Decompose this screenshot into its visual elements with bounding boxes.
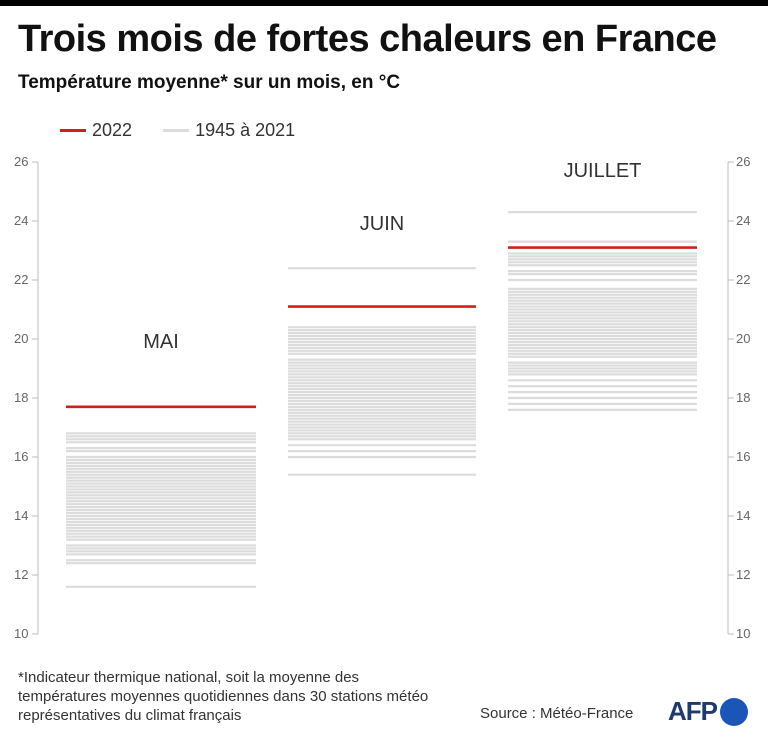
y-tick-label-right: 26 [736, 154, 750, 169]
y-tick-label-right: 10 [736, 626, 750, 641]
y-tick-label-left: 10 [14, 626, 28, 641]
chart-title: Trois mois de fortes chaleurs en France [18, 18, 717, 60]
y-tick-label-left: 26 [14, 154, 28, 169]
month-label: JUILLET [564, 160, 642, 182]
y-tick-label-right: 14 [736, 508, 750, 523]
legend-label-2022: 2022 [92, 120, 133, 140]
legend-swatch-2022 [60, 129, 86, 132]
legend-label-historical: 1945 à 2021 [195, 120, 296, 140]
y-tick-label-left: 14 [14, 508, 28, 523]
month-label: JUIN [360, 213, 404, 235]
afp-logo-text: AFP [668, 696, 718, 726]
chart-subtitle: Température moyenne* sur un mois, en °C [18, 72, 401, 93]
footnote: *Indicateur thermique national, soit la … [18, 669, 429, 724]
legend: 2022 1945 à 2021 [60, 116, 321, 140]
y-tick-label-left: 20 [14, 331, 28, 346]
y-tick-label-left: 12 [14, 567, 28, 582]
y-tick-label-right: 16 [736, 449, 750, 464]
afp-logo-dot-icon [720, 697, 748, 726]
y-tick-label-left: 22 [14, 272, 28, 287]
y-tick-label-right: 24 [736, 213, 750, 228]
y-tick-label-right: 20 [736, 331, 750, 346]
y-tick-label-left: 18 [14, 390, 28, 405]
y-tick-label-left: 16 [14, 449, 28, 464]
legend-item-historical: 1945 à 2021 [163, 120, 295, 141]
y-tick-label-right: 18 [736, 390, 750, 405]
top-rule [0, 0, 768, 6]
legend-item-2022: 2022 [60, 120, 132, 141]
y-tick-label-right: 12 [736, 567, 750, 582]
source-credit: Source : Météo-France [480, 705, 634, 722]
y-tick-label-left: 24 [14, 213, 28, 228]
y-tick-label-right: 22 [736, 272, 750, 287]
legend-swatch-historical [163, 129, 190, 132]
month-label: MAI [143, 331, 179, 353]
afp-logo: AFP [668, 696, 748, 727]
